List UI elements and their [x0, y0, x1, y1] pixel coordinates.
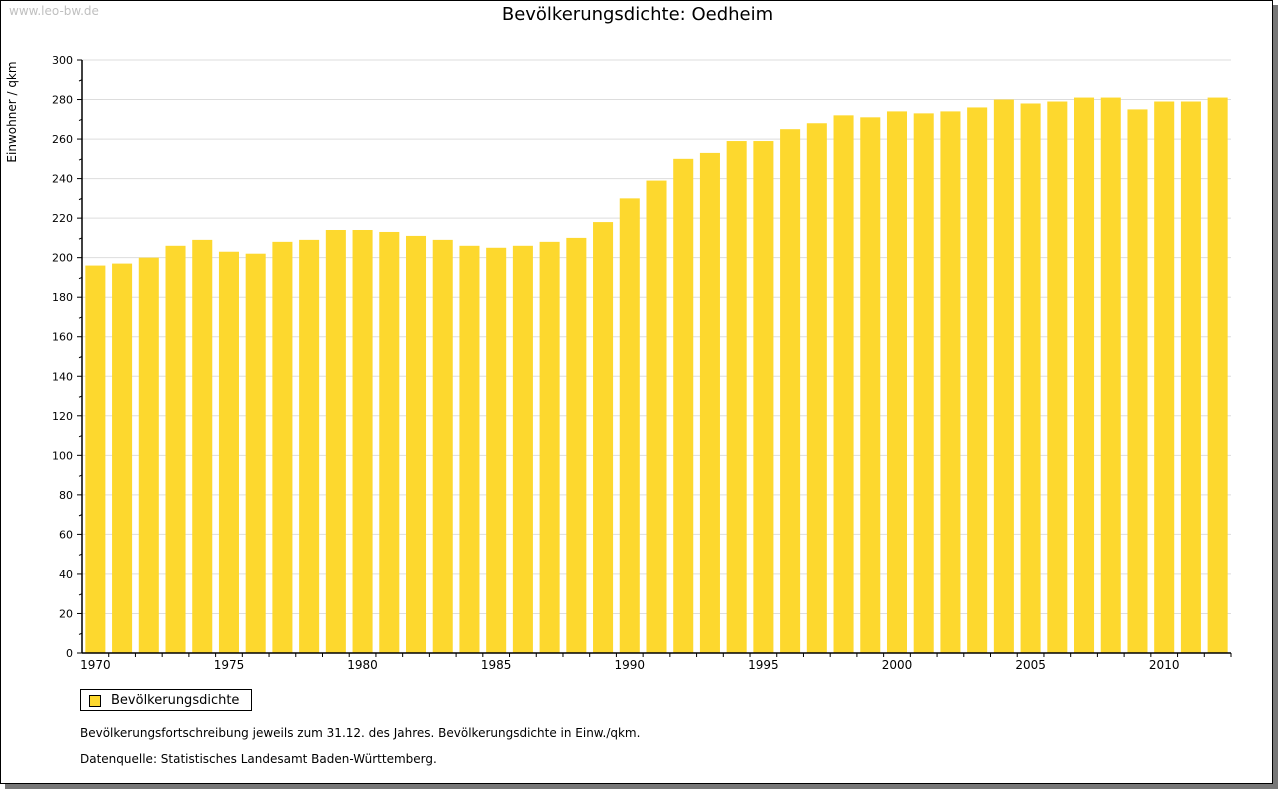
bar-1986: [512, 245, 533, 653]
bar-1975: [218, 251, 239, 653]
bar-1971: [112, 263, 133, 653]
watermark: www.leo-bw.de: [9, 4, 99, 18]
bar-2009: [1127, 109, 1148, 653]
bar-1984: [459, 245, 480, 653]
bar-1982: [405, 235, 427, 653]
bar-1976: [245, 253, 266, 654]
bar-2011: [1180, 101, 1201, 653]
y-tick-label: 60: [59, 528, 73, 541]
bar-1993: [699, 152, 720, 654]
bar-1979: [325, 229, 346, 653]
bar-1977: [272, 241, 293, 653]
y-tick-label: 180: [52, 291, 73, 304]
legend: Bevölkerungsdichte: [80, 689, 252, 711]
bar-1972: [138, 257, 159, 653]
bar-1997: [806, 123, 827, 653]
bar-1988: [566, 237, 587, 653]
bar-1994: [726, 141, 747, 653]
bar-2004: [993, 99, 1014, 654]
bar-1985: [486, 247, 507, 654]
footnote-description: Bevölkerungsfortschreibung jeweils zum 3…: [80, 726, 641, 740]
bar-2001: [913, 113, 934, 654]
bar-1996: [780, 129, 801, 653]
y-tick-label: 120: [52, 410, 73, 423]
x-tick-label: 1995: [748, 658, 779, 672]
y-tick-label: 0: [66, 647, 73, 660]
bar-1989: [593, 222, 614, 653]
footnote-source: Datenquelle: Statistisches Landesamt Bad…: [80, 752, 437, 766]
bar-2008: [1100, 97, 1121, 654]
y-tick-label: 140: [52, 370, 73, 383]
bar-1983: [432, 239, 453, 654]
bar-2010: [1154, 101, 1175, 653]
x-tick-label: 1985: [481, 658, 512, 672]
legend-label: Bevölkerungsdichte: [111, 693, 240, 708]
y-tick-label: 100: [52, 449, 73, 462]
y-tick-label: 300: [52, 54, 73, 67]
y-tick-label: 40: [59, 568, 73, 581]
y-tick-label: 160: [52, 331, 73, 344]
x-tick-label: 1990: [615, 658, 646, 672]
x-tick-label: 1975: [214, 658, 245, 672]
bar-1978: [299, 239, 320, 654]
bar-1998: [833, 115, 854, 653]
y-axis-label: Einwohner / qkm: [5, 61, 19, 162]
bar-2000: [886, 111, 908, 654]
bar-1992: [673, 158, 694, 654]
bar-1970: [85, 265, 106, 653]
bar-2007: [1074, 97, 1095, 654]
legend-swatch: [89, 695, 101, 707]
y-tick-label: 260: [52, 133, 73, 146]
bar-2012: [1207, 97, 1228, 654]
y-tick-label: 220: [52, 212, 73, 225]
bar-1980: [352, 229, 373, 653]
bar-1973: [165, 245, 186, 653]
y-tick-label: 240: [52, 173, 73, 186]
x-tick-label: 1970: [80, 658, 111, 672]
bar-2002: [940, 111, 961, 654]
bar-1987: [539, 241, 560, 653]
x-tick-label: 2000: [882, 658, 913, 672]
bar-2003: [967, 107, 988, 653]
bar-1999: [860, 117, 881, 653]
bar-1981: [379, 231, 400, 653]
x-tick-label: 2005: [1015, 658, 1046, 672]
y-tick-label: 80: [59, 489, 73, 502]
x-tick-label: 2010: [1149, 658, 1180, 672]
y-tick-label: 280: [52, 94, 73, 107]
bar-1991: [646, 180, 667, 653]
chart-title: Bevölkerungsdichte: Oedheim: [501, 4, 774, 25]
bar-1990: [619, 198, 640, 653]
y-tick-label: 200: [52, 252, 73, 265]
bar-1995: [753, 141, 774, 653]
bar-1974: [192, 239, 213, 654]
bar-2006: [1047, 101, 1068, 653]
y-tick-label: 20: [59, 607, 73, 620]
x-tick-label: 1980: [347, 658, 378, 672]
bar-2005: [1020, 103, 1041, 653]
